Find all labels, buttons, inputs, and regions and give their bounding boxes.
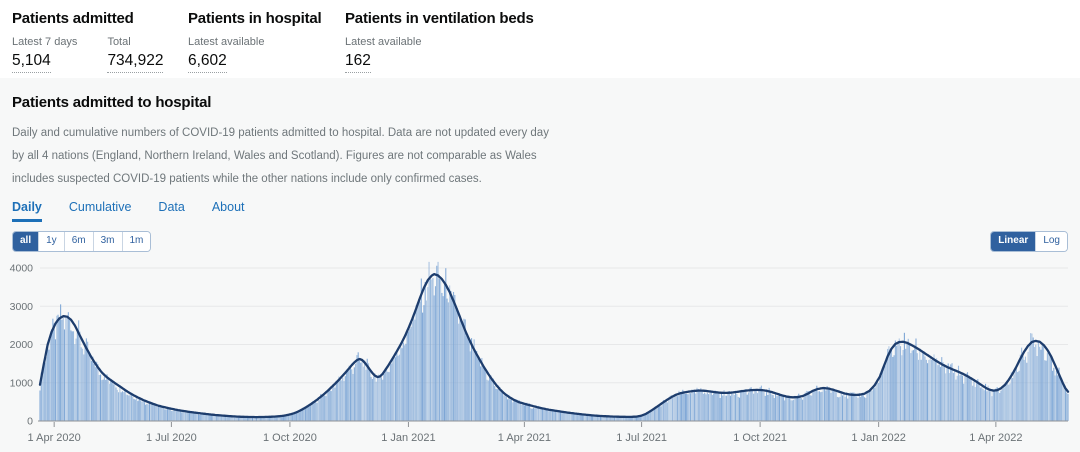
admissions-chart[interactable]: 0 1000 2000 3000 4000 1 Apr 2020 1 Jul 2020 1 O… [0,256,1080,452]
metric-latest-available: Latest available 6,602 [188,36,264,73]
y-axis-tick-label: 3000 [10,301,34,313]
admissions-card: Patients admitted to hospital Daily and … [0,78,1080,452]
headline-stats: Patients admitted Latest 7 days 5,104 To… [0,0,1080,78]
section-description: Daily and cumulative numbers of COVID-19… [12,127,549,185]
metric-total: Total 734,922 [107,36,164,73]
stat-title-ventilation-beds: Patients in ventilation beds [345,10,534,27]
tab-cumulative[interactable]: Cumulative [68,200,132,214]
tab-about[interactable]: About [211,200,245,214]
stat-group-ventilation-beds: Patients in ventilation beds Latest avai… [345,10,565,78]
y-axis-tick-label: 0 [27,416,33,428]
metric-label: Latest available [188,36,265,48]
metric-value-total[interactable]: 734,922 [107,52,164,73]
metric-value-latest-7-days[interactable]: 5,104 [12,52,51,73]
chart-controls: all 1y 6m 3m 1m Linear Log [12,231,1068,252]
range-selector: all 1y 6m 3m 1m [12,231,152,252]
stat-group-patients-in-hospital: Patients in hospital Latest available 6,… [188,10,345,78]
scale-log-button[interactable]: Log [1036,232,1067,251]
stat-title-patients-admitted: Patients admitted [12,10,134,27]
x-axis-tick-label: 1 Apr 2021 [498,432,551,444]
range-6m-button[interactable]: 6m [64,232,94,251]
stat-title-patients-in-hospital: Patients in hospital [188,10,322,27]
y-axis-tick-label: 2000 [10,339,34,351]
metric-label: Total [107,36,131,48]
x-axis-tick-label: 1 Apr 2022 [969,432,1022,444]
seven-day-average-line [38,272,1070,419]
stat-metrics: Latest available 6,602 [188,36,345,73]
chart-svg[interactable]: 0 1000 2000 3000 4000 1 Apr 2020 1 Jul 2020 1 O… [0,256,1080,452]
metric-value-in-hospital[interactable]: 6,602 [188,52,227,73]
x-axis-tick-label: 1 Oct 2020 [263,432,317,444]
x-axis-tick-label: 1 Jan 2022 [851,432,905,444]
x-axis-tick-label: 1 Apr 2020 [28,432,81,444]
y-axis-tick-label: 4000 [10,263,34,275]
metric-value-ventilation-beds[interactable]: 162 [345,52,371,73]
tab-daily[interactable]: Daily [12,200,42,222]
range-3m-button[interactable]: 3m [93,232,123,251]
metric-label: Latest 7 days [12,36,78,48]
y-axis-tick-label: 1000 [10,377,34,389]
stat-group-patients-admitted: Patients admitted Latest 7 days 5,104 To… [12,10,188,78]
daily-admissions-bars [39,261,1069,421]
metric-label: Latest available [345,36,422,48]
range-1m-button[interactable]: 1m [122,232,151,251]
range-all-button[interactable]: all [13,232,40,251]
x-axis-tick-label: 1 Oct 2021 [733,432,787,444]
tab-data[interactable]: Data [158,200,185,214]
x-axis-tick-label: 1 Jul 2020 [146,432,197,444]
range-1y-button[interactable]: 1y [39,232,65,251]
tab-bar: Daily Cumulative Data About [12,200,1068,222]
scale-linear-button[interactable]: Linear [991,232,1037,251]
stat-metrics: Latest 7 days 5,104 Total 734,922 [12,36,188,73]
stat-metrics: Latest available 162 [345,36,565,73]
metric-latest-available: Latest available 162 [345,36,421,73]
metric-latest-7-days: Latest 7 days 5,104 [12,36,77,73]
x-axis-tick-label: 1 Jul 2021 [616,432,667,444]
section-title: Patients admitted to hospital [12,94,212,111]
scale-selector: Linear Log [990,231,1068,252]
x-axis-tick-label: 1 Jan 2021 [381,432,435,444]
